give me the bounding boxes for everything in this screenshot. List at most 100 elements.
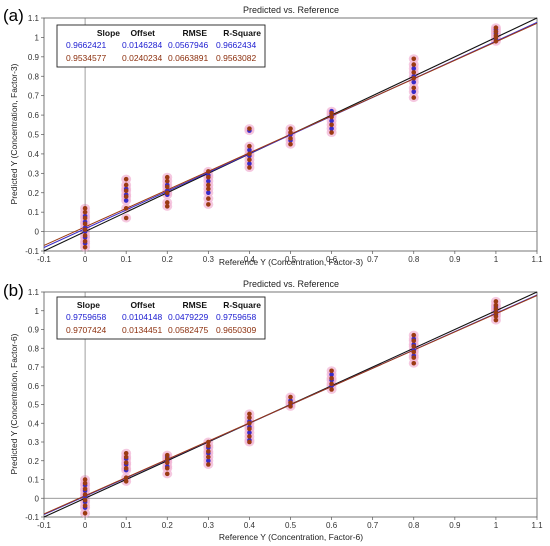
- y-tick-label: 0.2: [28, 457, 40, 466]
- calibration-point: [206, 190, 211, 196]
- validation-point: [82, 238, 88, 244]
- validation-point: [288, 394, 293, 400]
- stats-header-offset: Offset: [130, 28, 155, 38]
- calibration-point: [329, 372, 334, 377]
- x-axis-label: Reference Y (Concentration, Factor-3): [219, 257, 363, 267]
- validation-point: [164, 465, 170, 471]
- validation-point: [329, 122, 334, 128]
- y-tick-label: -0.1: [25, 513, 39, 522]
- validation-point: [206, 182, 211, 188]
- stats-header-rmse: RMSE: [182, 28, 207, 38]
- stats-cal-rsquare: 0.9662434: [216, 40, 256, 50]
- stats-val-rsquare: 0.9563082: [216, 53, 256, 63]
- validation-point: [206, 169, 211, 174]
- x-axis-ticks: -0.1 0 0.1 0.2 0.3 0.4 0.5 0.6 0.7 0.8 0.9 1 1.1: [37, 251, 543, 264]
- x-tick-label: 0.7: [367, 521, 379, 530]
- validation-point: [164, 178, 170, 184]
- validation-point: [329, 110, 334, 116]
- y-tick-label: 0.8: [28, 72, 40, 81]
- validation-point: [493, 314, 499, 319]
- stats-box: [56, 24, 266, 68]
- validation-point: [123, 454, 129, 460]
- x-tick-label: 0.8: [408, 521, 420, 530]
- y-tick-label: 0.4: [28, 150, 40, 159]
- stats-cal-offset: 0.0146284: [122, 40, 162, 50]
- validation-point: [288, 126, 293, 131]
- validation-point: [206, 196, 211, 201]
- stats-val-offset: 0.0240234: [122, 53, 162, 63]
- validation-point: [164, 452, 170, 458]
- x-tick-label: 0.3: [203, 521, 215, 530]
- y-tick-label: 0.6: [28, 382, 40, 391]
- validation-point: [493, 302, 499, 308]
- x-tick-label: 1.1: [531, 521, 543, 530]
- stats-header-rsquare: R-Square: [223, 300, 261, 310]
- calibration-point: [247, 430, 252, 435]
- validation-point: [82, 221, 88, 227]
- y-tick-label: 0.7: [28, 363, 40, 372]
- y-tick-label: 0.6: [28, 111, 40, 120]
- validation-point: [82, 215, 88, 221]
- x-tick-label: 0.9: [449, 521, 461, 530]
- y-tick-label: 0.3: [28, 438, 40, 447]
- x-axis-label: Reference Y (Concentration, Factor-6): [219, 532, 363, 542]
- validation-point: [123, 176, 129, 182]
- validation-point: [247, 420, 252, 426]
- validation-point: [82, 477, 88, 482]
- validation-point: [329, 381, 334, 387]
- validation-point: [164, 200, 170, 205]
- validation-point: [164, 204, 170, 209]
- validation-point: [247, 434, 252, 439]
- validation-point: [288, 400, 293, 405]
- validation-point: [411, 95, 417, 100]
- validation-point: [247, 439, 252, 445]
- stats-table: Slope Offset RMSE R-Square 0.9759658 0.0…: [56, 296, 266, 340]
- y-axis-label: Predicted Y (Concentration, Factor-3): [9, 63, 19, 204]
- validation-point: [247, 157, 252, 163]
- x-tick-label: 0.1: [121, 521, 133, 530]
- validation-point: [411, 62, 417, 67]
- validation-point: [493, 317, 499, 323]
- y-tick-label: 0.1: [28, 208, 40, 217]
- validation-point: [164, 460, 170, 465]
- x-tick-label: 0.9: [449, 255, 461, 264]
- x-tick-label: 0.4: [244, 521, 256, 530]
- stats-header-offset: Offset: [130, 300, 155, 310]
- validation-point: [82, 244, 88, 250]
- x-tick-label: 0: [83, 255, 88, 264]
- y-tick-label: 0: [35, 228, 40, 237]
- validation-point: [411, 360, 417, 366]
- validation-point: [288, 404, 293, 409]
- x-tick-label: 0.3: [203, 255, 215, 264]
- x-tick-label: 1: [494, 521, 499, 530]
- validation-point: [247, 411, 252, 417]
- y-tick-label: 0.8: [28, 344, 40, 353]
- validation-point: [164, 471, 170, 477]
- data-points: [82, 299, 499, 516]
- validation-point: [493, 39, 499, 44]
- validation-point: [206, 449, 211, 454]
- validation-point: [411, 70, 417, 75]
- calibration-point: [329, 126, 334, 131]
- x-tick-label: 0.6: [326, 255, 338, 264]
- y-tick-label: 0.4: [28, 419, 40, 428]
- x-tick-label: 0.1: [121, 255, 133, 264]
- stats-header-rsquare: R-Square: [223, 28, 261, 38]
- validation-point: [247, 151, 252, 157]
- validation-point: [288, 130, 293, 135]
- validation-point: [164, 174, 170, 180]
- y-tick-label: 1: [35, 307, 40, 316]
- validation-point: [82, 497, 88, 503]
- y-tick-label: 0.9: [28, 53, 40, 62]
- y-tick-label: 0.3: [28, 169, 40, 178]
- stats-cal-slope: 0.9662421: [66, 40, 106, 50]
- panel-b: (b) Predicted vs. Reference -0.1 0 0.1 0.2 0…: [3, 279, 543, 542]
- validation-point: [247, 415, 252, 420]
- chart-title: Predicted vs. Reference: [243, 5, 339, 15]
- validation-point: [411, 338, 417, 344]
- x-tick-label: 0.6: [326, 521, 338, 530]
- validation-point: [411, 355, 417, 360]
- x-tick-label: -0.1: [37, 255, 51, 264]
- y-tick-label: 1.1: [28, 288, 40, 297]
- calibration-point: [247, 161, 252, 166]
